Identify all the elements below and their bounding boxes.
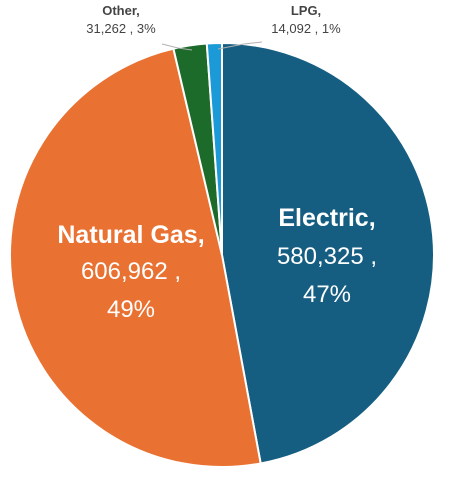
pie-slice-lpg <box>205 41 223 256</box>
natural-gas-label-value: 606,962 , <box>81 258 181 285</box>
lpg-label-name: LPG, <box>291 3 321 18</box>
electric-label-name: Electric, <box>278 204 375 232</box>
electric-label-value: 580,325 , <box>277 243 377 270</box>
lpg-leader-line <box>217 41 263 50</box>
lpg-label-detail: 14,092 , 1% <box>271 21 341 36</box>
natural-gas-label-pct: 49% <box>107 296 155 323</box>
natural-gas-label-name: Natural Gas, <box>57 221 204 249</box>
other-label-name: Other, <box>102 3 140 18</box>
pie-slice-electric <box>221 41 435 465</box>
electric-label-pct: 47% <box>303 281 351 308</box>
other-label-detail: 31,262 , 3% <box>86 21 156 36</box>
pie-slices <box>9 41 435 468</box>
other-leader-line <box>161 43 193 51</box>
